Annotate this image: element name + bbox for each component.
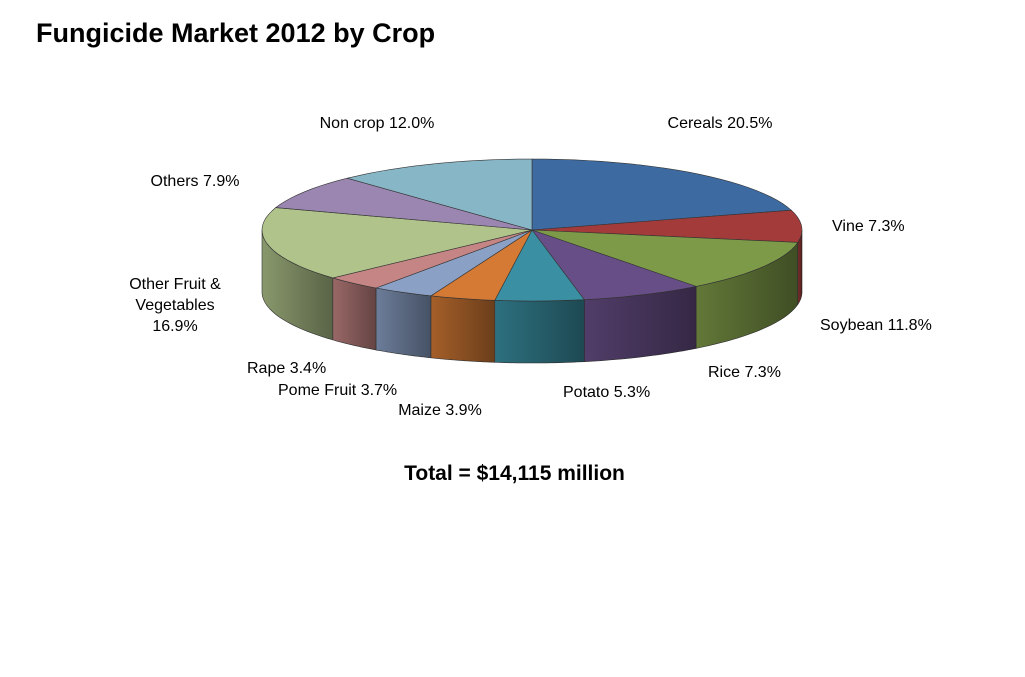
pie-top-faces [261, 158, 803, 302]
slice-soybean [531, 229, 799, 287]
slice-side-shade-pome-fruit [376, 288, 431, 358]
slice-maize [430, 229, 533, 301]
pie-side-walls [261, 229, 803, 364]
slice-rice [531, 229, 698, 301]
slice-side-shade-rice [584, 286, 697, 362]
slice-label-potato: Potato 5.3% [563, 384, 650, 401]
slice-label-maize: Maize 3.9% [398, 402, 482, 419]
slice-label-others: Others 7.9% [151, 173, 240, 190]
slice-side-shade-soybean [696, 242, 798, 349]
slice-label-rice: Rice 7.3% [708, 364, 781, 381]
slice-label-pome-fruit: Pome Fruit 3.7% [278, 382, 397, 399]
total-note: Total = $14,115 million [404, 462, 625, 485]
slice-labels: Cereals 20.5% Vine 7.3% Soybean 11.8% Rice … [129, 115, 932, 419]
slice-side-shade-rape [332, 277, 377, 350]
slice-side-shade-maize [431, 295, 495, 363]
slice-label-other-fruit-vegetables: Other Fruit & Vegetables 16.9% [129, 276, 221, 335]
slice-other-fruit-vegetables [261, 207, 533, 279]
slice-label-vine: Vine 7.3% [832, 218, 905, 235]
slice-potato [494, 229, 585, 302]
slice-label-cereals: Cereals 20.5% [668, 115, 773, 132]
chart-title: Fungicide Market 2012 by Crop [36, 18, 436, 48]
slice-pome-fruit [374, 229, 533, 297]
slice-vine [531, 209, 803, 243]
slice-side-shade-potato [494, 299, 585, 363]
slice-side-shade-vine [797, 230, 802, 305]
slice-non-crop [347, 158, 533, 231]
slice-side-shade-other-fruit-vegetables [262, 230, 333, 340]
slice-cereals [531, 158, 793, 231]
slice-rape [331, 229, 533, 289]
slice-label-soybean: Soybean 11.8% [820, 317, 932, 334]
slice-others [274, 177, 533, 231]
slice-label-rape: Rape 3.4% [247, 360, 326, 377]
slice-label-non-crop: Non crop 12.0% [320, 115, 435, 132]
